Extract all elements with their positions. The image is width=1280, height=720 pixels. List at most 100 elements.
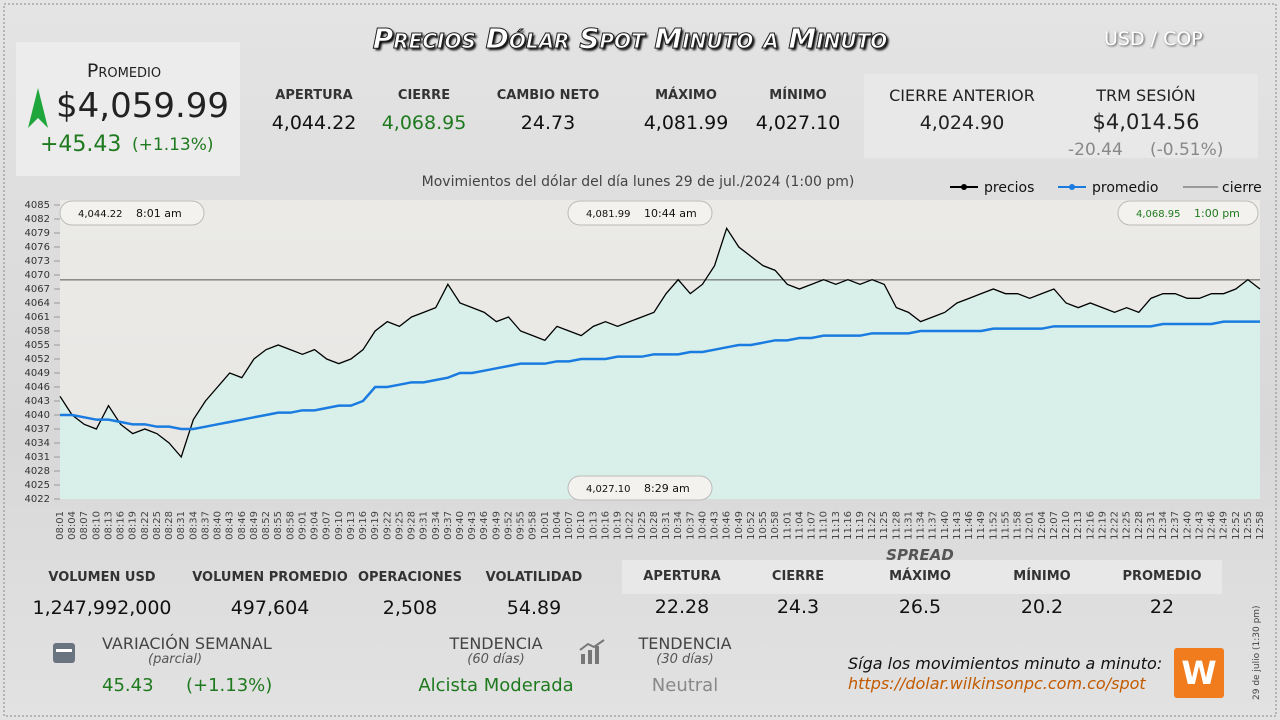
x-tick-label: 11:22 (867, 511, 878, 540)
x-tick-label: 09:10 (334, 511, 345, 540)
spread-label: CIERRE (771, 569, 825, 584)
x-tick-label: 08:16 (116, 511, 127, 540)
annotation-price: 4,081.99 (586, 209, 631, 220)
x-tick-label: 11:28 (891, 511, 902, 540)
x-tick-label: 10:37 (685, 511, 696, 540)
x-tick-label: 09:22 (382, 511, 393, 540)
spread-value: 24.3 (776, 596, 820, 618)
trend30-label: TENDENCIA (638, 634, 732, 653)
series-line (59, 226, 1261, 459)
y-tick-label: 4082 (25, 214, 50, 225)
annotation-box (1117, 200, 1259, 226)
y-tick-label: 4085 (25, 200, 50, 211)
spread-label: PROMEDIO (1122, 569, 1202, 584)
title: Precios Dólar Spot Minuto a Minuto (372, 22, 888, 56)
price-area (60, 228, 1260, 500)
x-tick-label: 09:40 (455, 511, 466, 540)
x-tick-label: 12:43 (1194, 511, 1205, 540)
x-tick-label: 11:19 (855, 511, 866, 540)
x-tick-label: 10:34 (673, 511, 684, 540)
volume-label: VOLUMEN PROMEDIO (192, 570, 348, 585)
x-tick-label: 08:43 (225, 511, 236, 540)
x-tick-label: 08:01 (55, 511, 66, 540)
y-tick-label: 4040 (25, 410, 50, 421)
x-tick-label: 09:34 (431, 511, 442, 540)
trend30-note: (30 días) (656, 652, 714, 667)
y-tick-label: 4031 (25, 452, 50, 463)
x-tick-label: 10:52 (746, 511, 757, 540)
annotation-price: 4,068.95 (1136, 209, 1181, 220)
previous-value: 4,024.90 (919, 112, 1005, 134)
x-tick-label: 08:04 (67, 511, 78, 540)
y-tick-label: 4070 (25, 270, 50, 281)
trm-value: $4,014.56 (1092, 110, 1200, 134)
y-tick-label: 4034 (25, 438, 50, 449)
trm-label: TRM SESIÓN (1096, 86, 1196, 105)
frame (3, 3, 1277, 717)
x-tick-label: 10:49 (734, 511, 745, 540)
series-line (60, 320, 1260, 431)
x-tick-label: 08:58 (285, 511, 296, 540)
x-tick-label: 10:25 (637, 511, 648, 540)
x-tick-label: 08:25 (152, 511, 163, 540)
x-tick-label: 09:07 (322, 511, 333, 540)
trm-pct: (-0.51%) (1150, 140, 1224, 160)
y-tick-label: 4037 (25, 424, 50, 435)
promedio-label: Promedio (86, 60, 162, 82)
x-tick-label: 11:49 (976, 511, 987, 540)
trend60-note: (60 días) (467, 652, 525, 667)
x-tick-label: 10:58 (770, 511, 781, 540)
x-tick-label: 10:40 (697, 511, 708, 540)
y-tick-label: 4055 (25, 340, 50, 351)
x-tick-label: 11:13 (831, 511, 842, 540)
x-tick-label: 11:52 (988, 511, 999, 540)
x-tick-label: 11:16 (843, 511, 854, 540)
footer-url[interactable]: https://dolar.wilkinsonpc.com.co/spot (848, 674, 1146, 693)
y-tick-label: 4046 (25, 382, 50, 393)
x-tick-label: 12:19 (1097, 511, 1108, 540)
trend-icon (579, 639, 605, 664)
x-tick-label: 09:43 (467, 511, 478, 540)
trm-change: -20.44 (1068, 140, 1123, 160)
x-tick-label: 12:31 (1146, 511, 1157, 540)
x-tick-label: 10:31 (661, 511, 672, 540)
x-tick-label: 10:19 (613, 511, 624, 540)
weekly-note: (parcial) (148, 652, 203, 667)
x-tick-label: 12:04 (1037, 511, 1048, 540)
x-tick-label: 10:28 (649, 511, 660, 540)
x-tick-label: 08:07 (79, 511, 90, 540)
spread-label: MÁXIMO (889, 569, 951, 584)
x-tick-label: 12:40 (1182, 511, 1193, 540)
annotation-price: 4,044.22 (78, 209, 123, 220)
weekly-pct: (+1.13%) (186, 675, 273, 696)
x-tick-label: 09:16 (358, 511, 369, 540)
x-tick-label: 11:07 (807, 511, 818, 540)
x-tick-label: 09:01 (297, 511, 308, 540)
annotation-time: 1:00 pm (1194, 207, 1240, 220)
x-tick-label: 12:34 (1158, 511, 1169, 540)
x-tick-label: 11:01 (782, 511, 793, 540)
calendar-icon (53, 643, 75, 663)
y-tick-label: 4079 (25, 228, 50, 239)
legend-label: cierre (1222, 180, 1262, 196)
stat-label: CIERRE (397, 88, 451, 103)
x-tick-label: 12:52 (1231, 511, 1242, 540)
y-tick-label: 4067 (25, 284, 50, 295)
annotation-price: 4,027.10 (586, 484, 631, 495)
x-tick-label: 10:46 (722, 511, 733, 540)
volume-value: 2,508 (382, 597, 438, 619)
up-arrow (28, 88, 48, 128)
weekly-value: 45.43 (102, 675, 154, 696)
promedio-change: +45.43 (40, 132, 122, 157)
promedio-value: $4,059.99 (56, 86, 230, 126)
x-tick-label: 08:40 (213, 511, 224, 540)
x-tick-label: 10:43 (710, 511, 721, 540)
stat-value: 4,027.10 (755, 112, 841, 134)
x-tick-label: 09:25 (394, 511, 405, 540)
x-tick-label: 08:34 (188, 511, 199, 540)
stat-label: MÍNIMO (769, 88, 827, 103)
x-tick-label: 10:13 (588, 511, 599, 540)
spread-label: MÍNIMO (1013, 569, 1071, 584)
spread-panel (622, 560, 1222, 594)
y-tick-label: 4052 (25, 354, 50, 365)
